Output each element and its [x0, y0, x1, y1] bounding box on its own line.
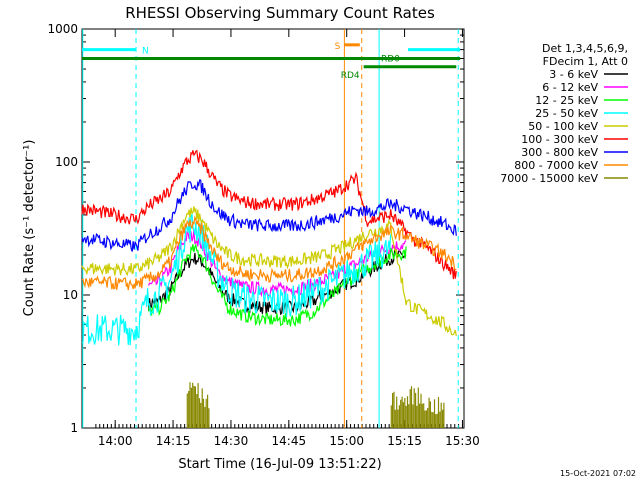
series-line [186, 382, 445, 428]
x-tick-label: 14:00 [98, 434, 133, 448]
legend-entry-label: 300 - 800 keV [521, 146, 598, 159]
legend-entry-label: 3 - 6 keV [549, 68, 598, 81]
x-axis-label: Start Time (16-Jul-09 13:51:22) [178, 457, 381, 472]
legend-header-line: Det 1,3,4,5,6,9, [542, 42, 628, 55]
flag-label: N [142, 47, 149, 57]
y-tick-label: 10 [63, 288, 78, 302]
timestamp: 15-Oct-2021 07:02 [560, 469, 636, 478]
series-line [148, 229, 407, 298]
x-tick-label: 14:15 [156, 434, 191, 448]
series-line [148, 243, 407, 327]
x-tick-label: 15:00 [329, 434, 364, 448]
flag-label: S [335, 42, 341, 52]
x-tick-label: 14:30 [214, 434, 249, 448]
x-tick-label: 14:45 [272, 434, 307, 448]
series-line [81, 212, 392, 346]
legend-entry-label: 6 - 12 keV [542, 81, 598, 94]
y-tick-label: 1000 [47, 22, 78, 36]
y-tick-label: 100 [55, 155, 78, 169]
legend-entry-label: 12 - 25 keV [535, 94, 598, 107]
y-axis-label: Count Rate (s⁻¹ detector⁻¹) [22, 140, 37, 317]
x-tick-label: 15:15 [387, 434, 422, 448]
legend-header-line: FDecim 1, Att 0 [543, 55, 628, 68]
flag-label: RD4 [341, 71, 360, 81]
y-tick-label: 1 [70, 421, 78, 435]
legend: Det 1,3,4,5,6,9,FDecim 1, Att 03 - 6 keV… [500, 42, 628, 185]
x-tick-label: 15:30 [445, 434, 480, 448]
plot-area: 1 10 100 1000 14:00 14:15 14:30 14:45 15:00 15:15… [47, 22, 479, 448]
legend-entry-label: 25 - 50 keV [535, 107, 598, 120]
chart-title: RHESSI Observing Summary Count Rates [125, 4, 435, 22]
legend-entry-label: 50 - 100 keV [528, 120, 598, 133]
series-line [81, 179, 457, 252]
legend-entry-label: 800 - 7000 keV [514, 159, 598, 172]
series-line [81, 149, 457, 280]
legend-entry-label: 100 - 300 keV [521, 133, 598, 146]
flag-label: RD0 [381, 55, 400, 65]
series-line [81, 206, 457, 337]
legend-entry-label: 7000 - 15000 keV [500, 172, 598, 185]
plot-frame [81, 28, 465, 429]
series-line [81, 215, 457, 291]
